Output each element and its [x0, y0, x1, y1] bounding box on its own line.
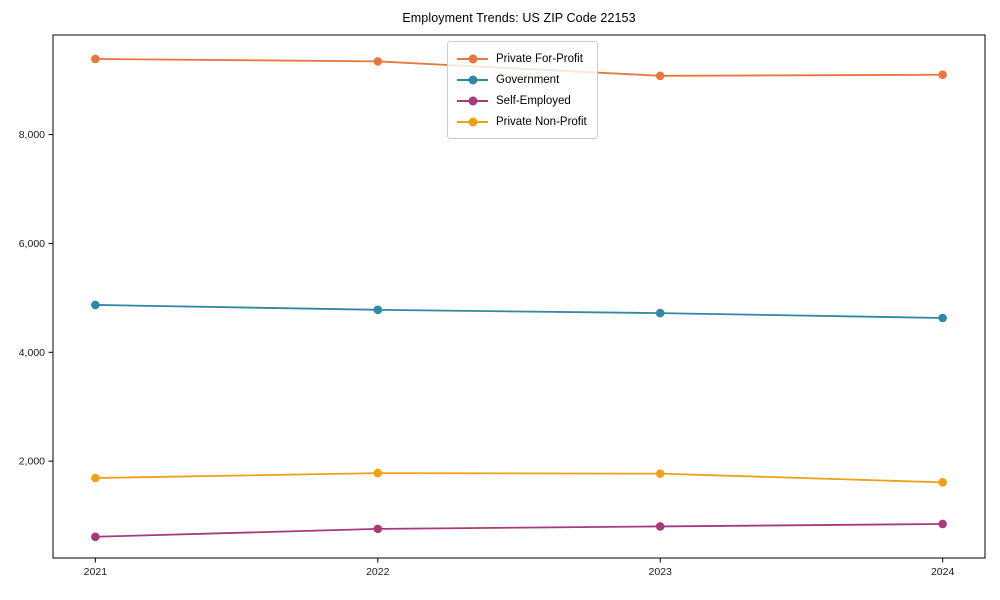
series-line-self-employed: [94, 523, 944, 538]
data-point-private-non-profit: [373, 468, 383, 478]
legend-label: Government: [496, 73, 560, 86]
series-line-private-non-profit: [94, 472, 944, 484]
data-point-self-employed: [938, 519, 947, 529]
legend-dot-icon: [468, 54, 477, 63]
chart-title: Employment Trends: US ZIP Code 22153: [402, 11, 636, 25]
legend-line-marker-icon: [457, 117, 488, 126]
data-point-private-for-profit: [938, 70, 947, 80]
x-tick-label: 2024: [931, 566, 955, 578]
data-point-government: [938, 313, 947, 323]
legend: Private For-Profit Government Self-Employe…: [447, 41, 598, 139]
data-point-government: [655, 308, 665, 318]
legend-dot-icon: [468, 75, 477, 84]
data-point-private-non-profit: [91, 473, 100, 483]
data-point-private-non-profit: [655, 469, 665, 478]
x-tick-label: 2023: [649, 566, 673, 578]
x-tick-label: 2022: [366, 566, 390, 578]
data-point-self-employed: [655, 522, 665, 531]
data-point-self-employed: [91, 532, 100, 542]
legend-line-marker-icon: [457, 75, 488, 84]
legend-line-marker-icon: [457, 96, 488, 105]
y-tick-label: 6,000: [19, 238, 45, 250]
x-tick-label: 2021: [84, 566, 108, 578]
data-point-private-for-profit: [655, 71, 665, 81]
data-point-government: [91, 300, 100, 310]
data-point-private-for-profit: [373, 57, 383, 66]
data-point-government: [373, 305, 383, 315]
data-point-private-for-profit: [91, 54, 100, 64]
legend-item-self-employed: Self-Employed: [457, 90, 587, 111]
legend-dot-icon: [468, 96, 477, 105]
legend-item-private-for-profit: Private For-Profit: [457, 48, 587, 69]
legend-dot-icon: [468, 117, 477, 126]
legend-label: Private Non-Profit: [496, 115, 587, 128]
legend-line-marker-icon: [457, 54, 488, 63]
y-tick-label: 8,000: [19, 129, 45, 141]
data-point-private-non-profit: [938, 478, 947, 487]
series-line-government: [94, 304, 944, 319]
legend-label: Private For-Profit: [496, 52, 583, 65]
legend-item-private-non-profit: Private Non-Profit: [457, 111, 587, 132]
plot-frame: [52, 34, 986, 559]
y-tick-label: 4,000: [19, 347, 45, 359]
legend-label: Self-Employed: [496, 94, 571, 107]
y-tick-label: 2,000: [19, 456, 45, 468]
legend-item-government: Government: [457, 69, 587, 90]
data-point-self-employed: [373, 524, 383, 534]
